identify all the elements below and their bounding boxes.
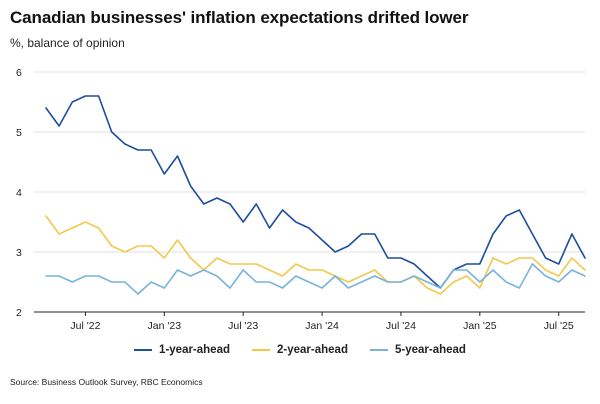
grid-layer — [34, 71, 585, 313]
y-tick-label-2: 2 — [16, 307, 22, 319]
x-tick-label: Jul '22 — [70, 320, 100, 332]
series-line-5-year-ahead — [45, 263, 586, 295]
series-layer — [45, 95, 586, 295]
x-tick-label: Jul '24 — [386, 320, 416, 332]
tick-layer: 2 3 4 5 6 Jul '22 Jan '23 Jul '23 Jan '24 Jul '24… — [16, 67, 574, 332]
x-tick-label: Jul '25 — [544, 320, 574, 332]
y-tick-label-3: 3 — [16, 247, 22, 259]
y-tick-label-6: 6 — [16, 67, 22, 79]
legend-swatch-5-year-ahead — [369, 349, 388, 351]
line-chart: 2 3 4 5 6 Jul '22 Jan '23 Jul '23 Jan '24 Jul '24… — [16, 67, 586, 332]
legend-swatch-2-year-ahead — [252, 349, 271, 351]
y-tick-label-5: 5 — [16, 127, 22, 139]
legend-label-1-year-ahead: 1-year-ahead — [159, 344, 231, 356]
legend-item-2-year-ahead: 2-year-ahead — [252, 344, 348, 356]
chart-subtitle: %, balance of opinion — [10, 36, 125, 50]
series-line-1-year-ahead — [45, 95, 586, 289]
y-tick-label-4: 4 — [16, 187, 22, 199]
x-tick-label: Jan '23 — [148, 320, 182, 332]
x-tick-label: Jan '24 — [305, 320, 339, 332]
series-line-2-year-ahead — [45, 215, 586, 295]
chart-title: Canadian businesses' inflation expectati… — [10, 8, 469, 27]
x-tick-label: Jul '23 — [228, 320, 258, 332]
legend-swatch-1-year-ahead — [134, 349, 153, 351]
legend: 1-year-ahead 2-year-ahead 5-year-ahead — [0, 344, 600, 356]
source-note: Source: Business Outlook Survey, RBC Eco… — [10, 377, 203, 387]
legend-item-5-year-ahead: 5-year-ahead — [369, 344, 466, 356]
legend-label-2-year-ahead: 2-year-ahead — [277, 344, 348, 356]
legend-item-1-year-ahead: 1-year-ahead — [134, 344, 230, 356]
legend-label-5-year-ahead: 5-year-ahead — [394, 344, 466, 356]
x-tick-label: Jan '25 — [463, 320, 497, 332]
